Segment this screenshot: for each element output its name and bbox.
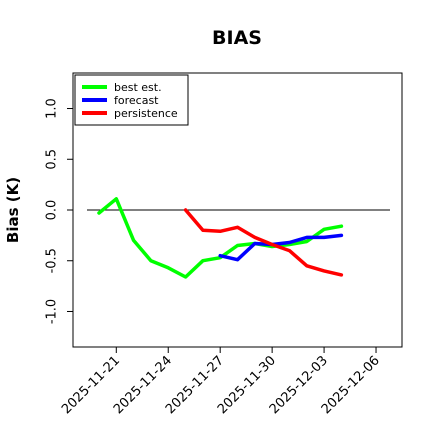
series-line-best-est [97, 197, 344, 279]
y-tick-label: 0.0 [45, 200, 60, 221]
y-axis-label: Bias (K) [4, 177, 22, 243]
y-axis: -1.0 -0.5 0.0 0.5 1.0 [45, 98, 73, 324]
y-tick-label: 1.0 [45, 98, 60, 119]
legend-label-best-est: best est. [114, 81, 162, 94]
chart-title: BIAS [212, 27, 262, 49]
x-axis: 2025-11-212025-11-242025-11-272025-11-30… [59, 347, 383, 417]
series-line-persistence [183, 208, 344, 277]
legend-label-persistence: persistence [114, 107, 178, 120]
y-tick-label: 0.5 [45, 149, 60, 170]
y-tick-label: -0.5 [45, 248, 60, 273]
series-layer [97, 197, 344, 279]
y-tick-label: -1.0 [45, 299, 60, 324]
legend-label-forecast: forecast [114, 94, 159, 107]
series-line-forecast [218, 233, 344, 262]
